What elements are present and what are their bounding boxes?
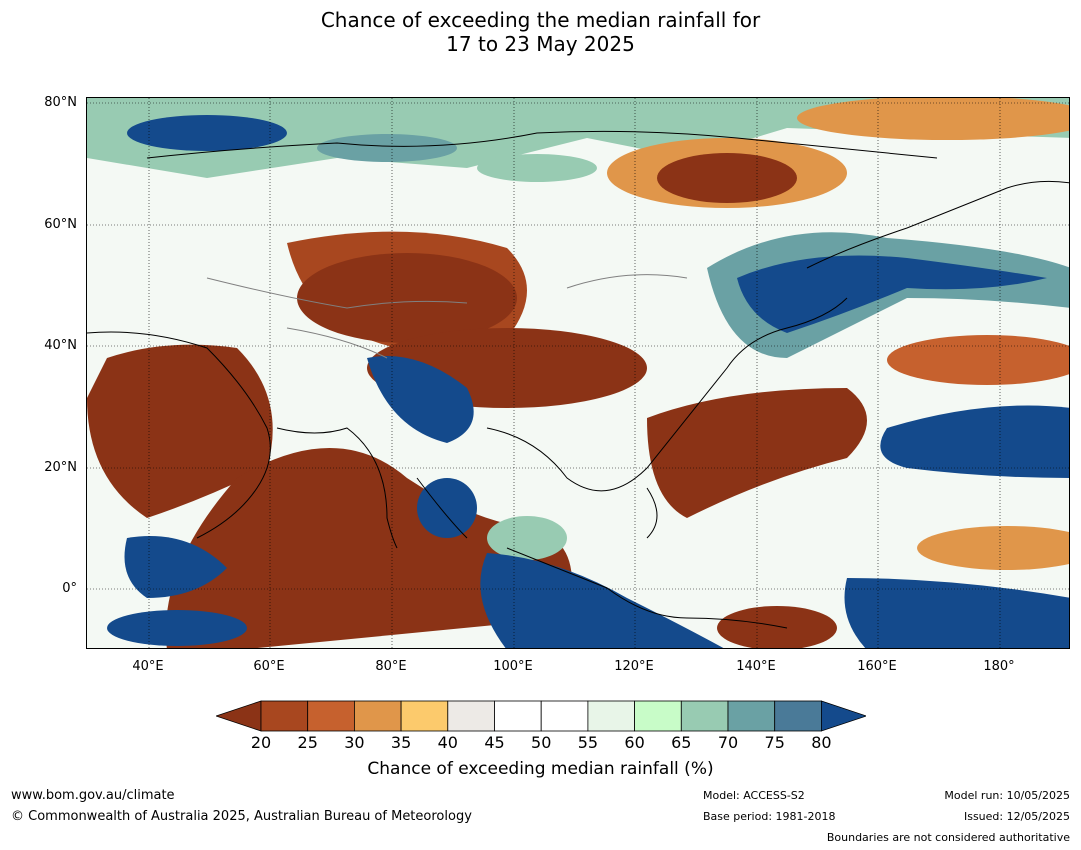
colorbar-bin <box>260 700 309 732</box>
footer-model: Model: ACCESS-S2 <box>703 789 805 802</box>
lon-label-140e: 140°E <box>736 659 776 674</box>
colorbar-bin <box>774 700 822 732</box>
lon-label-180: 180° <box>983 659 1015 674</box>
lon-label-80e: 80°E <box>375 659 407 674</box>
lon-label-100e: 100°E <box>493 659 533 674</box>
colorbar-extend-low <box>214 700 262 732</box>
footer-issued: Issued: 12/05/2025 <box>963 810 1070 823</box>
colorbar-tick-label: 55 <box>577 733 599 752</box>
colorbar-tick-label: 40 <box>437 733 458 752</box>
colorbar-tick-label: 30 <box>344 733 365 752</box>
colorbar-bin <box>540 700 589 732</box>
colorbar-svg <box>214 700 868 732</box>
colorbar-bin <box>494 700 542 732</box>
colorbar-tick-label: 45 <box>484 733 505 752</box>
title-line-1: Chance of exceeding the median rainfall … <box>320 8 761 32</box>
footer-disclaimer: Boundaries are not considered authoritat… <box>826 831 1070 844</box>
lon-label-160e: 160°E <box>857 659 897 674</box>
colorbar-tick-label: 20 <box>250 733 272 752</box>
colorbar-tick-label: 70 <box>717 733 739 752</box>
colorbar-bin <box>634 700 682 732</box>
map-canvas <box>87 98 1069 648</box>
footer-base-period: Base period: 1981-2018 <box>703 810 836 823</box>
lon-label-40e: 40°E <box>132 659 164 674</box>
colorbar-bin <box>307 700 355 732</box>
lat-label-60n: 60°N <box>44 217 77 232</box>
colorbar-bin <box>353 700 402 732</box>
lat-label-40n: 40°N <box>44 338 77 353</box>
title-line-2: 17 to 23 May 2025 <box>446 32 635 56</box>
colorbar-tick-label: 75 <box>764 733 785 752</box>
colorbar-tick-label: 65 <box>671 733 692 752</box>
colorbar-label: Chance of exceeding median rainfall (%) <box>367 759 714 779</box>
lon-label-120e: 120°E <box>614 659 654 674</box>
colorbar-bin <box>447 700 495 732</box>
lon-label-60e: 60°E <box>253 659 285 674</box>
colorbar-tick-label: 25 <box>297 733 318 752</box>
lat-label-0: 0° <box>62 581 77 596</box>
footer-model-run: Model run: 10/05/2025 <box>944 789 1070 802</box>
colorbar-bin <box>400 700 449 732</box>
colorbar-bin <box>587 700 635 732</box>
map-title: Chance of exceeding the median rainfall … <box>0 8 1081 56</box>
colorbar-tick-label: 60 <box>624 733 645 752</box>
footer-copyright: © Commonwealth of Australia 2025, Austra… <box>11 809 472 824</box>
colorbar-tick-label: 80 <box>811 733 832 752</box>
colorbar-extend-high <box>821 700 868 732</box>
colorbar-tick-label: 35 <box>390 733 412 752</box>
colorbar-tick-label: 50 <box>531 733 552 752</box>
colorbar-bin <box>680 700 729 732</box>
colorbar <box>214 700 868 732</box>
rainfall-map <box>86 97 1070 649</box>
footer-url: www.bom.gov.au/climate <box>11 788 175 803</box>
colorbar-bin <box>727 700 776 732</box>
lat-label-20n: 20°N <box>44 460 77 475</box>
lat-label-80n: 80°N <box>44 95 77 110</box>
